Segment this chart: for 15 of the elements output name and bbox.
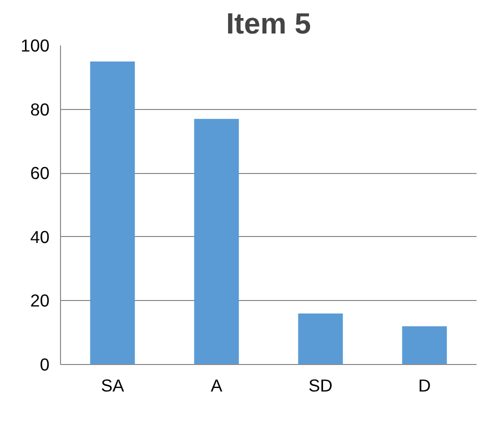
y-tick-label: 80 xyxy=(30,99,50,120)
bar xyxy=(90,61,135,364)
x-tick-label: SA xyxy=(100,376,124,396)
x-tick-label: SD xyxy=(308,376,333,396)
y-tick-label: 100 xyxy=(20,36,50,56)
bar xyxy=(402,326,447,364)
x-tick-label: D xyxy=(418,376,431,396)
y-tick-label: 0 xyxy=(40,354,50,374)
bar xyxy=(194,118,239,364)
bar xyxy=(298,313,343,364)
y-tick-label: 40 xyxy=(30,226,50,247)
y-tick-label: 20 xyxy=(30,290,50,311)
x-tick-label: A xyxy=(210,376,223,396)
y-tick-label: 60 xyxy=(30,163,50,184)
chart-title: Item 5 xyxy=(226,8,311,40)
